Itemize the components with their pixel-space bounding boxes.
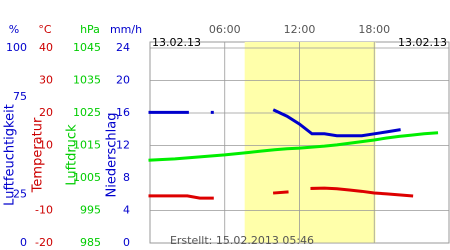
y-tick-label: -10 — [35, 204, 53, 217]
axis-unit: % — [9, 23, 19, 36]
axis-title: Luftfeuchtigkeit — [3, 104, 18, 206]
series-line — [148, 186, 414, 200]
series-line — [148, 131, 439, 162]
y-tick-label: 995 — [80, 204, 101, 217]
y-tick-label: 1035 — [73, 74, 101, 87]
y-tick-label: 1005 — [73, 171, 101, 184]
y-tick-label: 985 — [80, 236, 101, 249]
y-tick-label: 75 — [13, 90, 27, 103]
plot-background — [150, 42, 449, 244]
y-tick-label: 100 — [6, 41, 27, 54]
axis-unit: hPa — [80, 23, 100, 36]
y-tick-label: 10 — [39, 139, 53, 152]
y-tick-label: 4 — [123, 204, 130, 217]
y-tick-label: 24 — [116, 41, 130, 54]
y-tick-label: 8 — [123, 171, 130, 184]
date-right: 13.02.13 — [398, 36, 447, 49]
series-line — [148, 108, 401, 138]
y-tick-label: -20 — [35, 236, 53, 249]
y-tick-label: 0 — [123, 236, 130, 249]
y-tick-label: 1015 — [73, 139, 101, 152]
y-tick-label: 1025 — [73, 106, 101, 119]
y-tick-label: 12 — [116, 139, 130, 152]
y-tick-label: 0 — [20, 236, 27, 249]
x-tick-label: 12:00 — [284, 23, 316, 36]
axis-unit: °C — [38, 23, 52, 36]
footer: Erstellt: 15.02.2013 05:46 — [170, 234, 314, 247]
date-left: 13.02.13 — [152, 36, 201, 49]
y-tick-label: 16 — [116, 106, 130, 119]
y-tick-label: 1045 — [73, 41, 101, 54]
y-tick-label: 20 — [116, 74, 130, 87]
axis-title: Niederschlag — [105, 113, 120, 198]
y-tick-label: 20 — [39, 106, 53, 119]
x-tick-label: 18:00 — [358, 23, 390, 36]
y-tick-label: 40 — [39, 41, 53, 54]
axis-title: Luftdruck — [65, 124, 80, 186]
y-tick-label: 25 — [13, 187, 27, 200]
y-tick-label: 30 — [39, 74, 53, 87]
axis-unit: mm/h — [110, 23, 142, 36]
axis-title: Temperatur — [31, 117, 46, 193]
x-tick-label: 06:00 — [209, 23, 241, 36]
